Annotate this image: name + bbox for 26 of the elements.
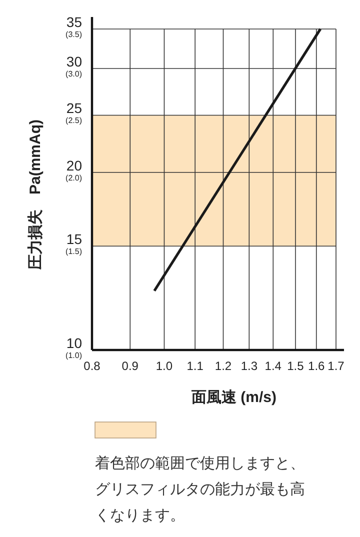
x-tick-label: 0.9 bbox=[122, 359, 139, 373]
x-tick-label: 1.5 bbox=[287, 359, 304, 373]
text: (2.0) bbox=[66, 173, 82, 182]
x-axis-title: 面風速 (m/s) bbox=[190, 389, 277, 406]
text: (1.0) bbox=[66, 351, 82, 360]
x-tick-label: 1.7 bbox=[328, 359, 345, 373]
y-tick-label: 25 bbox=[66, 100, 82, 116]
x-tick-label: 1.2 bbox=[214, 359, 232, 373]
x-tick-label: 1.4 bbox=[264, 359, 282, 373]
y-tick-label: 10 bbox=[66, 335, 82, 351]
x-tick-label: 1.1 bbox=[186, 359, 204, 373]
text: (1.5) bbox=[66, 247, 82, 256]
y-tick-label: 20 bbox=[66, 157, 82, 174]
y-tick-label: 35 bbox=[66, 14, 82, 30]
text: (3.5) bbox=[66, 30, 82, 39]
y-tick-label: 30 bbox=[66, 54, 82, 70]
legend-label: 着色部の範囲で使用しますと、グリスフィルタの能力が最も高くなります。 bbox=[95, 455, 305, 524]
x-tick-label: 1.3 bbox=[240, 359, 258, 373]
y-tick-label: 15 bbox=[66, 231, 82, 248]
text: (3.0) bbox=[66, 70, 82, 78]
x-tick-label: 1.6 bbox=[308, 359, 326, 373]
x-tick-label: 1.0 bbox=[156, 359, 173, 373]
band-legend: 着色部の範囲で使用しますと、グリスフィルタの能力が最も高くなります。 bbox=[94, 422, 305, 524]
text: (2.5) bbox=[66, 116, 82, 126]
x-tick-label: 0.8 bbox=[84, 359, 101, 373]
y-axis-title: 圧力損失 Pa(mmAq) bbox=[27, 119, 44, 271]
